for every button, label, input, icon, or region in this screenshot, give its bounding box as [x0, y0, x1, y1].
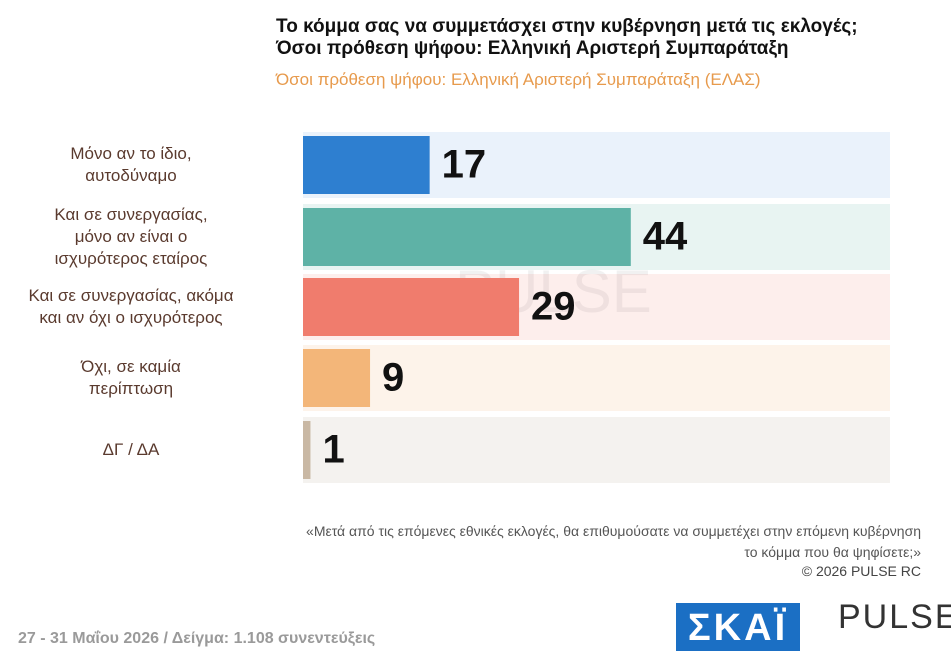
category-label: Και σε συνεργασίας, μόνο αν είναι ο ισχυ… [54, 205, 208, 268]
category-label: Όχι, σε καμία περίπτωση [81, 357, 181, 398]
bar [303, 136, 430, 194]
skai-logo: ΣΚΑΪ [676, 603, 800, 651]
category-label: Και σε συνεργασίας, ακόμα και αν όχι ο ι… [28, 286, 234, 327]
row-band [303, 345, 890, 411]
chart-title: Το κόμμα σας να συμμετάσχει στην κυβέρνη… [276, 16, 858, 59]
value-label: 1 [322, 428, 344, 472]
question-note: «Μετά από τις επόμενες εθνικές εκλογές, … [306, 523, 921, 560]
bar [303, 208, 631, 266]
copyright: © 2026 PULSE RC [801, 563, 921, 579]
pulse-logo: PULSE [838, 598, 951, 636]
category-label: ΔΓ / ΔΑ [102, 440, 160, 459]
bar [303, 349, 371, 407]
footer: 27 - 31 Μαΐου 2026 / Δείγμα: 1.108 συνεν… [18, 630, 376, 647]
value-label: 44 [643, 215, 688, 259]
category-label: Μόνο αν το ίδιο, αυτοδύναμο [70, 144, 192, 185]
value-label: 29 [531, 285, 576, 329]
bar [303, 278, 520, 336]
row-band [303, 417, 890, 483]
bar [303, 421, 311, 479]
value-label: 17 [442, 143, 487, 187]
value-label: 9 [382, 356, 404, 400]
chart-subtitle: Όσοι πρόθεση ψήφου: Ελληνική Αριστερή Συ… [276, 70, 761, 89]
